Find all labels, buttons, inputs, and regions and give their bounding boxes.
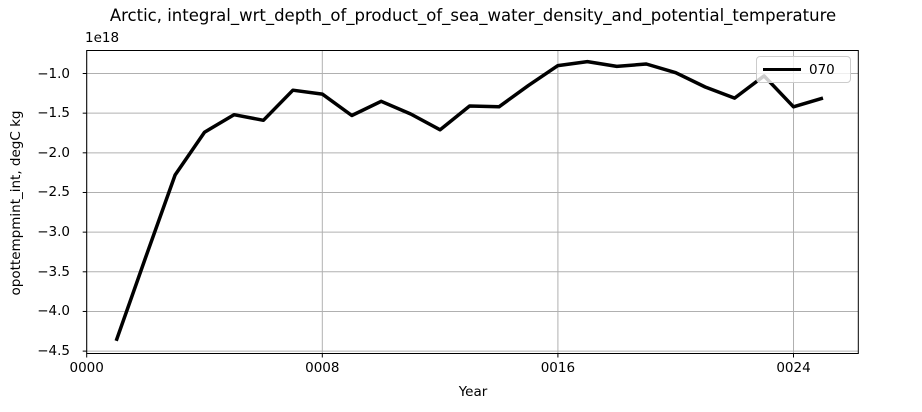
legend: 070 bbox=[756, 56, 851, 83]
legend-line-sample bbox=[763, 67, 801, 72]
data-line-070 bbox=[114, 59, 824, 342]
axes-spines bbox=[86, 50, 859, 354]
y-tick-label: −4.0 bbox=[37, 303, 70, 320]
y-tick-label: −3.5 bbox=[37, 263, 70, 280]
x-tick-label: 0024 bbox=[776, 360, 811, 376]
x-tick-label: 0008 bbox=[305, 360, 340, 376]
y-tick-label: −1.5 bbox=[37, 105, 70, 122]
y-axis-offset-text: 1e18 bbox=[85, 30, 120, 46]
x-tick-label: 0000 bbox=[69, 360, 104, 376]
legend-label: 070 bbox=[809, 61, 835, 78]
y-tick-label: −2.0 bbox=[37, 144, 70, 161]
x-axis-label: Year bbox=[458, 384, 488, 400]
y-tick-label: −3.0 bbox=[37, 224, 70, 241]
y-tick-label: −1.0 bbox=[37, 65, 70, 82]
y-tick-label: −4.5 bbox=[37, 343, 70, 360]
x-tick-label: 0016 bbox=[540, 360, 576, 376]
y-axis-label: opottempmint_int, degC kg bbox=[8, 110, 24, 296]
chart-title: Arctic, integral_wrt_depth_of_product_of… bbox=[109, 6, 837, 25]
y-tick-label: −2.5 bbox=[37, 184, 70, 201]
